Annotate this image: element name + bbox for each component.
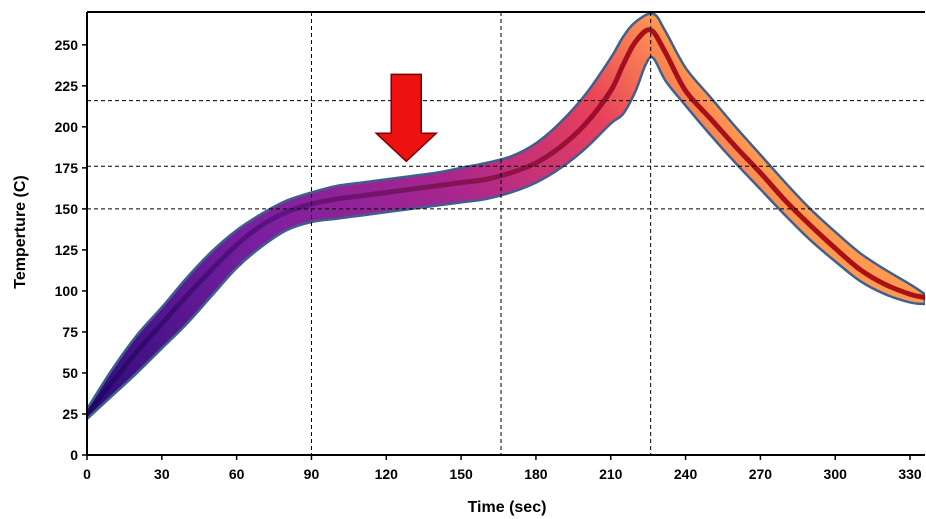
y-tick-label: 100 <box>55 283 79 299</box>
y-tick-label: 50 <box>62 365 78 381</box>
center-line <box>87 27 925 417</box>
y-tick-label: 0 <box>70 447 78 463</box>
annotation <box>374 73 439 163</box>
y-tick-label: 75 <box>62 324 78 340</box>
x-tick-label: 120 <box>375 466 399 482</box>
y-tick-label: 175 <box>55 160 79 176</box>
y-tick-label: 25 <box>62 406 78 422</box>
x-tick-label: 60 <box>229 466 245 482</box>
grid-lines <box>87 12 925 455</box>
y-tick-label: 250 <box>55 37 79 53</box>
x-tick-label: 150 <box>449 466 473 482</box>
y-tick-label: 150 <box>55 201 79 217</box>
x-tick-label: 210 <box>599 466 623 482</box>
x-tick-label: 270 <box>749 466 773 482</box>
x-tick-label: 0 <box>83 466 91 482</box>
y-tick-label: 225 <box>55 78 79 94</box>
x-tick-label: 90 <box>304 466 320 482</box>
y-axis-title: Temperture (C) <box>12 175 29 289</box>
x-tick-label: 180 <box>524 466 548 482</box>
y-tick-label: 200 <box>55 119 79 135</box>
down-arrow-icon <box>374 73 439 163</box>
tick-labels: 0 25 50 75 100 125 150 175 200 225 250 0 30 60 90 120 15… <box>55 37 922 482</box>
axes <box>82 11 925 460</box>
y-tick-label: 125 <box>55 242 79 258</box>
x-tick-label: 300 <box>824 466 848 482</box>
x-tick-label: 330 <box>898 466 922 482</box>
x-tick-label: 30 <box>154 466 170 482</box>
x-axis-title: Time (sec) <box>468 499 547 516</box>
plot-area <box>87 12 925 421</box>
x-tick-label: 240 <box>674 466 698 482</box>
temperature-band <box>87 12 925 421</box>
